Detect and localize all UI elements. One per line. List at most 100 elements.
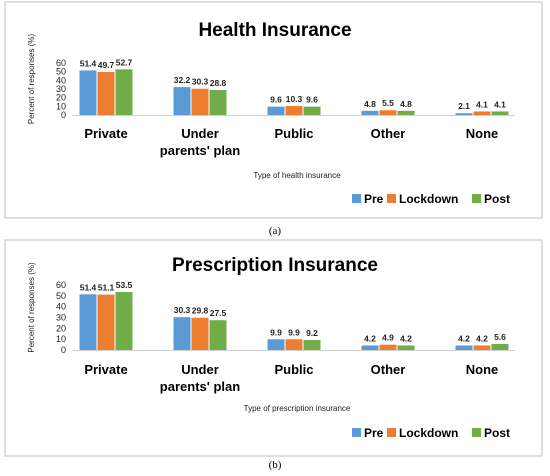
bar-post: [115, 69, 133, 115]
data-label: 32.2: [174, 75, 191, 85]
bar-post: [303, 106, 321, 115]
y-tick-label: 20: [56, 93, 66, 103]
bar-pre: [79, 294, 97, 350]
data-label: 4.8: [400, 99, 412, 109]
category-label: Other: [371, 362, 406, 377]
legend-swatch-pre: [352, 428, 361, 437]
data-label: 9.2: [306, 328, 318, 338]
bar-lockdown: [379, 110, 397, 115]
category-label: Private: [84, 126, 127, 141]
legend-label: Lockdown: [399, 426, 458, 440]
category-label: None: [466, 362, 499, 377]
bar-lockdown: [379, 344, 397, 350]
bar-pre: [79, 70, 97, 115]
category-label: None: [466, 126, 499, 141]
data-label: 9.9: [288, 327, 300, 337]
y-axis-label: Percent of responses (%): [27, 262, 36, 353]
data-label: 9.6: [270, 95, 282, 105]
y-tick-label: 0: [61, 345, 66, 355]
data-label: 4.9: [382, 333, 394, 343]
category-label: Under: [181, 362, 219, 377]
bar-pre: [361, 110, 379, 115]
bar-pre: [267, 106, 285, 115]
legend-swatch-post: [472, 194, 481, 203]
chart-title: Prescription Insurance: [172, 255, 378, 276]
y-tick-label: 30: [56, 84, 66, 94]
y-tick-label: 10: [56, 334, 66, 344]
data-label: 4.1: [494, 99, 506, 109]
data-label: 5.6: [494, 332, 506, 342]
y-tick-label: 30: [56, 313, 66, 323]
data-label: 30.3: [192, 77, 209, 87]
data-label: 10.3: [286, 94, 303, 104]
bar-lockdown: [285, 339, 303, 350]
category-label: parents' plan: [160, 143, 240, 158]
category-label: Under: [181, 126, 219, 141]
bar-post: [209, 90, 227, 115]
data-label: 53.5: [116, 280, 133, 290]
data-label: 4.2: [400, 333, 412, 343]
bar-post: [303, 340, 321, 350]
chart-title: Health Insurance: [198, 20, 351, 41]
data-label: 52.7: [116, 57, 133, 67]
y-tick-label: 50: [56, 291, 66, 301]
bar-lockdown: [97, 71, 115, 115]
y-tick-label: 20: [56, 323, 66, 333]
data-label: 51.1: [98, 283, 115, 293]
bar-lockdown: [191, 88, 209, 115]
legend-swatch-post: [472, 428, 481, 437]
category-label: Public: [274, 126, 313, 141]
legend-label: Post: [484, 426, 510, 440]
y-tick-label: 50: [56, 67, 66, 77]
bar-pre: [455, 113, 473, 115]
legend-label: Pre: [364, 426, 384, 440]
bar-pre: [455, 345, 473, 350]
panel-caption: (a): [269, 225, 282, 237]
category-label: Other: [371, 126, 406, 141]
bar-lockdown: [473, 111, 491, 115]
bar-lockdown: [97, 294, 115, 350]
data-label: 30.3: [174, 305, 191, 315]
panel-caption: (b): [269, 459, 282, 471]
bar-lockdown: [473, 345, 491, 350]
bar-post: [209, 320, 227, 350]
bar-post: [397, 345, 415, 350]
x-axis-label: Type of prescription insurance: [244, 404, 351, 413]
legend: Pre Lockdown Post: [352, 192, 510, 206]
bar-lockdown: [191, 317, 209, 350]
data-label: 4.2: [364, 333, 376, 343]
legend-label: Post: [484, 192, 510, 206]
data-label: 4.2: [476, 333, 488, 343]
data-label: 2.1: [458, 101, 470, 111]
data-label: 49.7: [98, 60, 115, 70]
data-label: 9.6: [306, 95, 318, 105]
legend: Pre Lockdown Post: [352, 426, 510, 440]
bar-pre: [361, 345, 379, 350]
legend-swatch-pre: [352, 194, 361, 203]
y-tick-label: 60: [56, 280, 66, 290]
legend-swatch-lockdown: [387, 194, 396, 203]
bar-post: [491, 343, 509, 350]
data-label: 28.8: [210, 78, 227, 88]
data-label: 51.4: [80, 58, 97, 68]
y-tick-label: 60: [56, 58, 66, 68]
bar-lockdown: [285, 106, 303, 115]
data-label: 4.2: [458, 333, 470, 343]
bar-pre: [267, 339, 285, 350]
bar-post: [397, 110, 415, 115]
category-label: parents' plan: [160, 379, 240, 394]
y-tick-label: 40: [56, 302, 66, 312]
y-tick-label: 10: [56, 101, 66, 111]
category-label: Public: [274, 362, 313, 377]
bar-pre: [173, 317, 191, 350]
legend-label: Pre: [364, 192, 384, 206]
y-tick-label: 0: [61, 110, 66, 120]
legend-label: Lockdown: [399, 192, 458, 206]
bar-pre: [173, 87, 191, 115]
data-label: 4.1: [476, 99, 488, 109]
bar-post: [491, 111, 509, 115]
data-label: 9.9: [270, 327, 282, 337]
legend-swatch-lockdown: [387, 428, 396, 437]
